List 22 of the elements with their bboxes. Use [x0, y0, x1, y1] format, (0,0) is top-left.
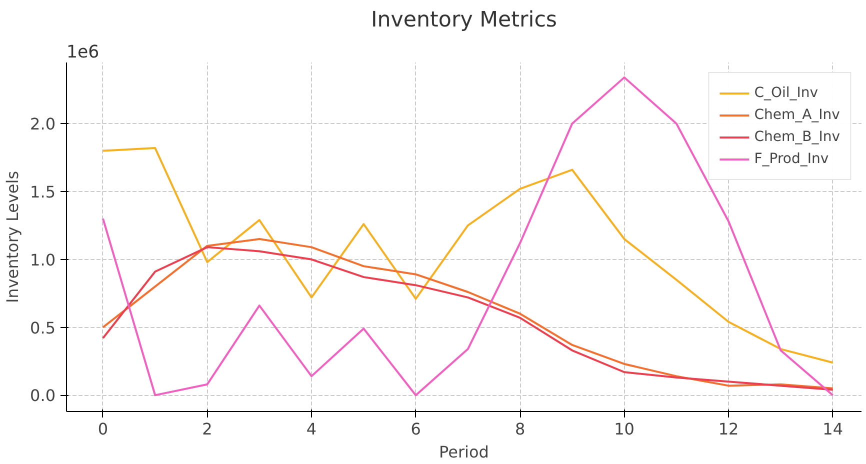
x-tick-label: 14 [822, 420, 844, 438]
legend-label: C_Oil_Inv [754, 85, 818, 101]
y-axis-title: Inventory Levels [3, 170, 22, 304]
y-tick-label: 0.5 [30, 318, 56, 338]
y-tick-label: 0.0 [30, 386, 56, 406]
x-tick-label: 4 [306, 420, 317, 438]
chart-title: Inventory Metrics [370, 8, 558, 32]
legend-label: Chem_A_Inv [754, 107, 840, 123]
x-axis-title: Period [439, 442, 489, 462]
y-tick-label: 1.0 [30, 250, 56, 270]
x-tick-label: 6 [410, 420, 421, 438]
line-series [102, 147, 834, 364]
y-tick-label: 1.5 [30, 182, 56, 202]
y-tick-label: 2.0 [30, 114, 56, 134]
annotation: 1e6 [66, 42, 100, 62]
x-tick-label: 0 [98, 420, 108, 438]
x-tick-label: 8 [514, 420, 526, 438]
legend-label: F_Prod_Inv [754, 151, 829, 167]
x-tick-label: 10 [614, 420, 634, 438]
legend-label: Chem_B_Inv [754, 129, 840, 145]
x-tick-label: 12 [718, 420, 739, 438]
x-tick-label: 2 [202, 420, 212, 438]
